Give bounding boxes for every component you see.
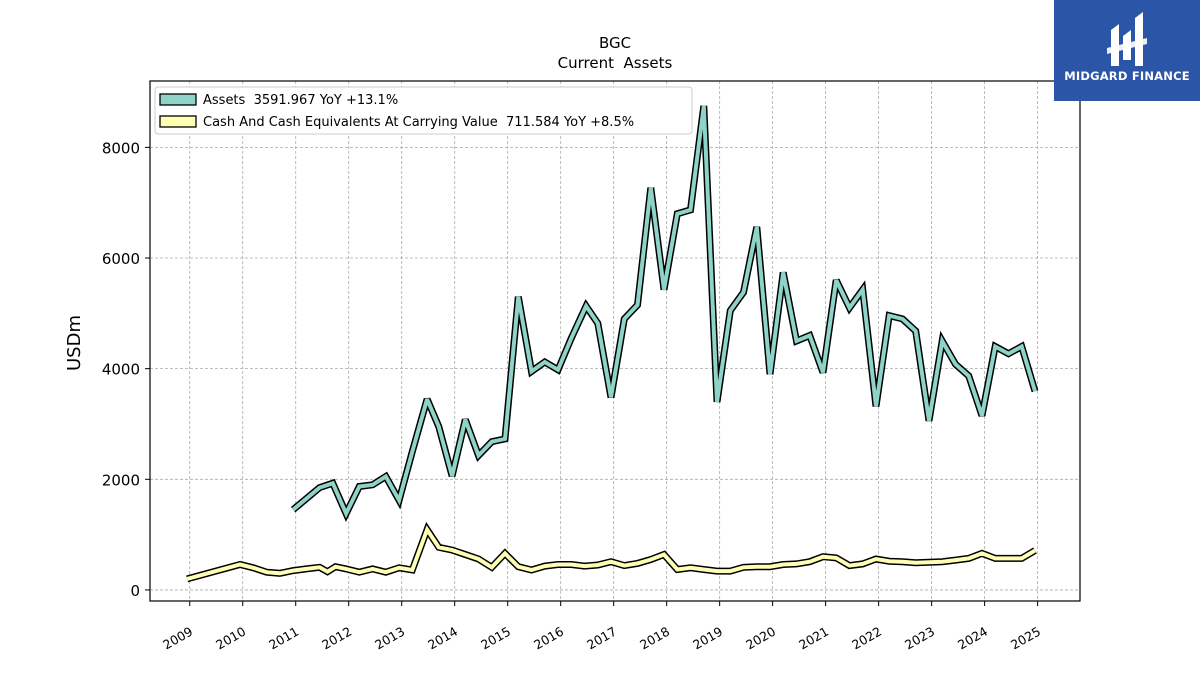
chart-title: BGC	[599, 34, 631, 52]
x-tick-label: 2014	[425, 624, 460, 653]
series-0	[290, 105, 1039, 522]
series-line	[291, 105, 1037, 519]
legend-label-assets: Assets 3591.967 YoY +13.1%	[203, 93, 398, 108]
series-layer	[186, 105, 1039, 583]
x-tick-label: 2025	[1008, 624, 1043, 653]
x-tick-label: 2016	[531, 624, 566, 653]
brand-logo: MIDGARD FINANCE	[1054, 0, 1200, 101]
x-tick-label: 2024	[955, 624, 990, 653]
x-tick-label: 2019	[690, 624, 725, 653]
series-line-outline	[290, 105, 1039, 522]
y-tick-label: 8000	[102, 139, 140, 157]
x-tick-label: 2013	[372, 624, 407, 653]
x-tick-label: 2017	[584, 624, 619, 653]
x-tick-label: 2012	[319, 624, 354, 653]
x-tick-label: 2021	[796, 624, 831, 653]
brand-name: MIDGARD FINANCE	[1064, 69, 1190, 83]
legend-swatch-assets	[159, 93, 197, 106]
x-tick-label: 2020	[743, 624, 778, 653]
plot-frame	[149, 80, 1081, 602]
y-tick-label: 6000	[102, 250, 140, 268]
y-tick-label: 0	[130, 582, 140, 600]
x-tick-label: 2015	[478, 624, 513, 653]
x-tick-label: 2011	[266, 624, 301, 653]
legend: Assets 3591.967 YoY +13.1% Cash And Cash…	[154, 86, 693, 135]
series-1	[186, 521, 1037, 583]
x-tick-label: 2018	[637, 624, 672, 653]
legend-box	[154, 86, 693, 135]
chart-subtitle: Current Assets	[558, 54, 673, 72]
y-axis-label: USDm	[64, 315, 85, 371]
x-tick-label: 2022	[849, 624, 884, 653]
x-tick-label: 2009	[160, 624, 195, 653]
series-line	[186, 525, 1037, 581]
legend-swatch-cash	[159, 115, 197, 128]
y-tick-label: 2000	[102, 471, 140, 489]
x-tick-label: 2023	[902, 624, 937, 653]
y-tick-label: 4000	[102, 361, 140, 379]
series-line-outline	[186, 521, 1037, 583]
x-tick-label: 2010	[213, 624, 248, 653]
brand-mark-icon	[1107, 12, 1147, 66]
legend-label-cash: Cash And Cash Equivalents At Carrying Va…	[203, 115, 634, 130]
